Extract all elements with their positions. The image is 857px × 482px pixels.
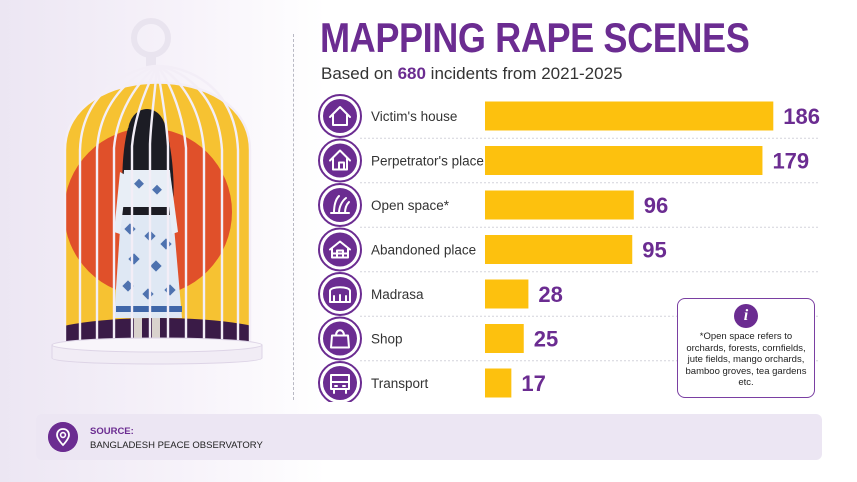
footnote-box: i *Open space refers to orchards, forest… <box>677 298 815 398</box>
info-icon: i <box>734 304 758 328</box>
bar-open-space <box>485 190 634 220</box>
madrasa-icon <box>318 272 362 316</box>
category-label-shop: Shop <box>371 332 403 347</box>
bar-transport <box>485 368 512 398</box>
value-label-victim-s-house: 186 <box>783 104 820 129</box>
bar-madrasa <box>485 279 529 309</box>
category-label-victim-s-house: Victim's house <box>371 109 457 124</box>
value-label-perpetrator-s-place: 179 <box>772 149 809 174</box>
category-label-abandoned-place: Abandoned place <box>371 243 476 258</box>
section-divider <box>293 34 294 400</box>
subtitle-prefix: Based on <box>321 64 398 83</box>
category-label-madrasa: Madrasa <box>371 287 424 302</box>
value-label-abandoned-place: 95 <box>642 238 666 263</box>
location-pin-icon <box>48 422 78 452</box>
footnote-text: *Open space refers to orchards, forests,… <box>685 331 807 388</box>
transport-icon <box>318 361 362 402</box>
abandoned-place-icon <box>318 227 362 272</box>
bar-victim-s-house <box>485 101 774 131</box>
bar-shop <box>485 324 524 353</box>
shop-icon <box>318 316 362 361</box>
source-name: BANGLADESH PEACE OBSERVATORY <box>90 440 263 451</box>
incident-count: 680 <box>397 64 426 83</box>
bar-chart: Victim's house 186 Perpetrator's place 179 O… <box>318 94 820 402</box>
house-icon <box>318 94 362 138</box>
source-label: SOURCE: <box>90 426 134 437</box>
value-label-open-space: 96 <box>644 193 668 218</box>
bar-perpetrator-s-place <box>485 146 763 175</box>
cage-bars <box>63 64 252 345</box>
category-label-transport: Transport <box>371 376 429 391</box>
value-label-shop: 25 <box>534 327 558 352</box>
caged-girl-illustration <box>51 18 263 365</box>
category-label-perpetrator-s-place: Perpetrator's place <box>371 154 484 169</box>
subtitle-suffix: incidents from 2021-2025 <box>425 64 623 83</box>
perpetrator-place-icon <box>318 138 362 183</box>
value-label-transport: 17 <box>521 371 545 396</box>
subtitle: Based on 680 incidents from 2021-2025 <box>321 64 623 84</box>
category-label-open-space: Open space* <box>371 198 450 213</box>
value-label-madrasa: 28 <box>538 282 562 307</box>
page-title: MAPPING RAPE SCENES <box>320 14 750 61</box>
source-bar: SOURCE: BANGLADESH PEACE OBSERVATORY <box>36 414 822 460</box>
open-space-icon <box>318 183 362 227</box>
bar-abandoned-place <box>485 235 633 264</box>
